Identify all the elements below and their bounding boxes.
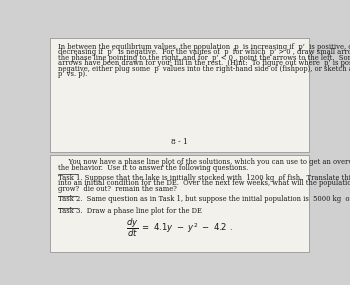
- Text: grow?  die out?  remain the same?: grow? die out? remain the same?: [58, 185, 176, 193]
- Text: decreasing if  p’  is negative.  For the values of  p  for which  p’ > 0 , draw : decreasing if p’ is negative. For the va…: [58, 48, 350, 56]
- Text: the behavior.  Use it to answer the following questions.: the behavior. Use it to answer the follo…: [58, 164, 248, 172]
- Text: Task 1. Suppose that the lake is initially stocked with  1200 kg  of fish.  Tran: Task 1. Suppose that the lake is initial…: [58, 174, 350, 182]
- FancyBboxPatch shape: [50, 38, 309, 152]
- Text: $\dfrac{dy}{dt}\ =\ 4.1y\ -\ y^{2}\ -\ 4.2\ .$: $\dfrac{dy}{dt}\ =\ 4.1y\ -\ y^{2}\ -\ 4…: [126, 216, 233, 239]
- Text: In between the equilibrium values, the population  p  is increasing if  p’  is p: In between the equilibrium values, the p…: [58, 43, 350, 51]
- Text: the phase line pointing to the right, and for  p’ < 0 , point the arrows to the : the phase line pointing to the right, an…: [58, 54, 350, 62]
- Text: Task 3.  Draw a phase line plot for the DE: Task 3. Draw a phase line plot for the D…: [58, 207, 202, 215]
- Text: 8 - 1: 8 - 1: [171, 138, 188, 146]
- Text: p’ vs. p).: p’ vs. p).: [58, 70, 87, 78]
- Text: You now have a phase line plot of the solutions, which you can use to get an ove: You now have a phase line plot of the so…: [58, 158, 350, 166]
- Text: arrows have been drawn for you; fill in the rest.  (Hint:  To figure out where  : arrows have been drawn for you; fill in …: [58, 59, 350, 67]
- FancyBboxPatch shape: [50, 155, 309, 252]
- Text: negative, either plug some  p  values into the right-hand side of (fishpop), or : negative, either plug some p values into…: [58, 65, 350, 73]
- Text: Task 2.  Same question as in Task 1, but suppose the initial population is  5000: Task 2. Same question as in Task 1, but …: [58, 195, 350, 203]
- Text: into an initial condition for the DE.  Over the next few weeks, what will the po: into an initial condition for the DE. Ov…: [58, 179, 350, 187]
